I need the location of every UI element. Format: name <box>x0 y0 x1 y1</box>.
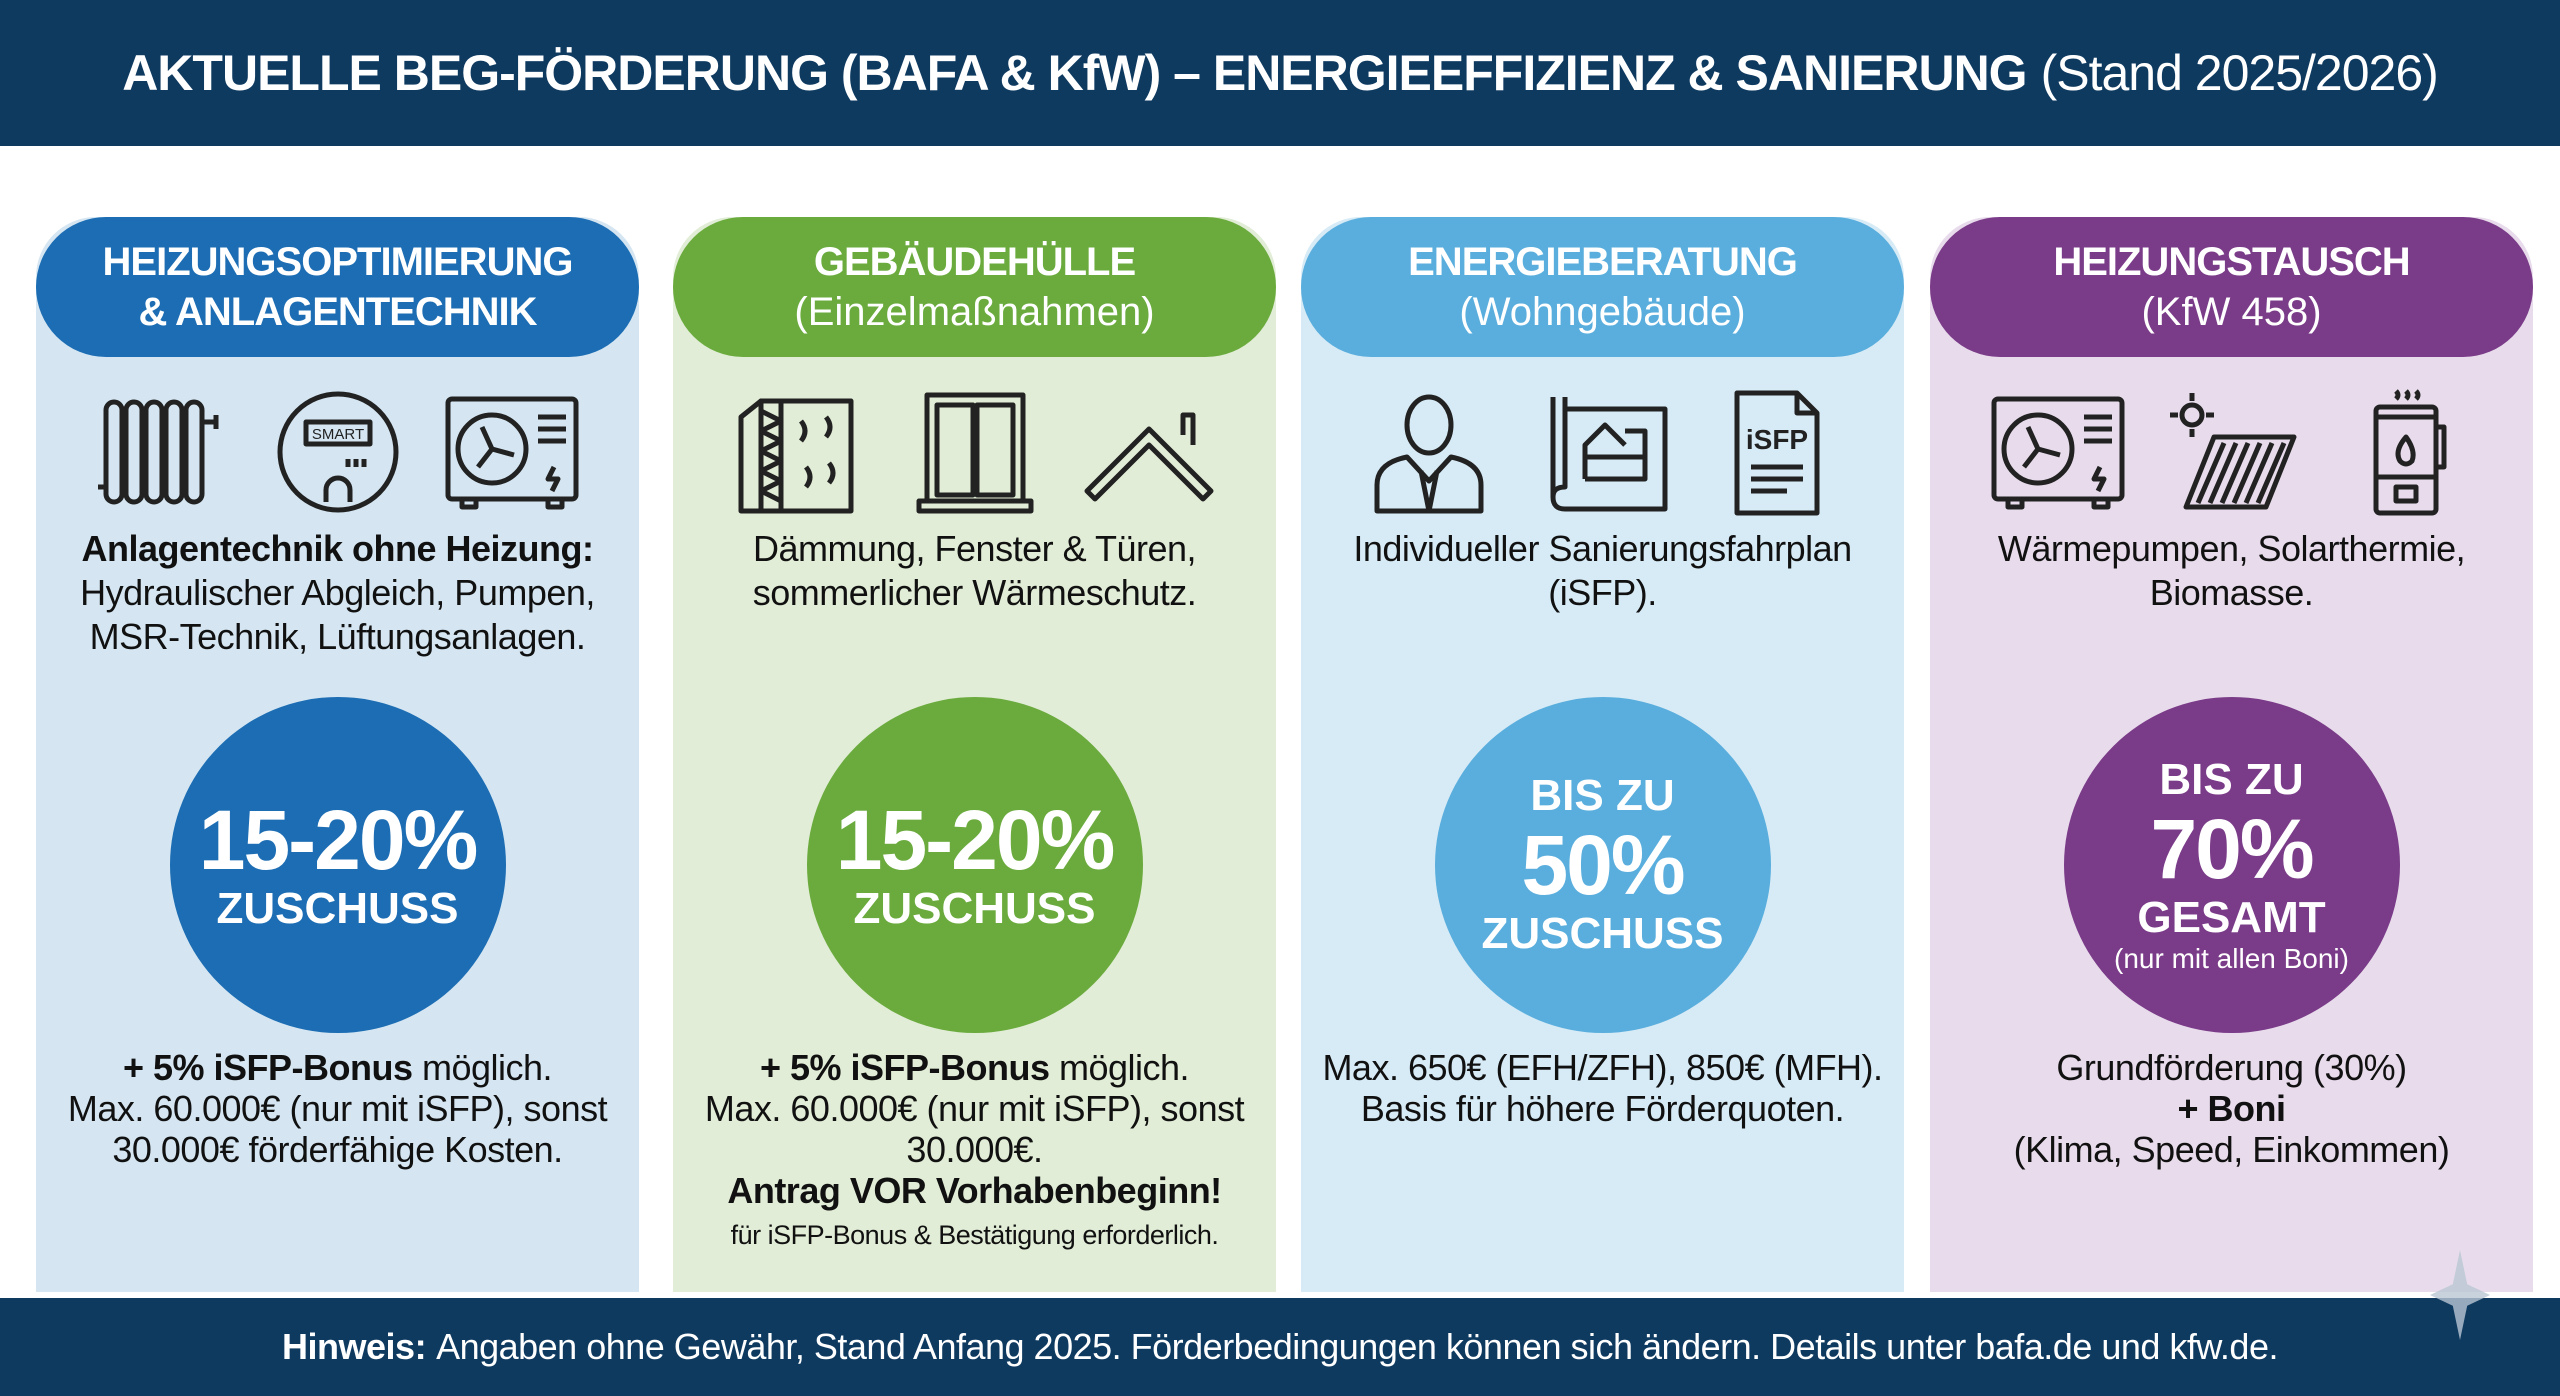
subsidy-badge: 15-20% ZUSCHUSS <box>806 697 1143 1033</box>
smart-meter-icon: SMART <box>277 391 398 513</box>
column-title: GEBÄUDEHÜLLE <box>813 240 1136 284</box>
bonus-types: (Klima, Speed, Einkommen) <box>2013 1129 2450 1170</box>
page-title: AKTUELLE BEG-FÖRDERUNG (BAFA & KfW) – EN… <box>0 0 2560 146</box>
description-text: Hydraulischer Abgleich, Pumpen, MSR-Tech… <box>80 572 595 657</box>
description-text: Wärmepumpen, Solarthermie, Biomasse. <box>1997 528 2466 613</box>
column-header: GEBÄUDEHÜLLE (Einzelmaßnahmen) <box>673 217 1276 357</box>
heat-pump-icon <box>1991 396 2124 510</box>
title-date: (Stand 2025/2026) <box>2040 45 2439 101</box>
column-header: HEIZUNGSTAUSCH (KfW 458) <box>1930 217 2533 357</box>
column-heizungsoptimierung: HEIZUNGSOPTIMIERUNG & ANLAGENTECHNIK SMA… <box>36 217 639 1292</box>
column-title: ENERGIEBERATUNG <box>1408 240 1798 284</box>
heat-pump-icon <box>445 396 578 510</box>
column-details: + 5% iSFP-Bonus möglich. Max. 60.000€ (n… <box>36 1047 639 1170</box>
column-details: Grundförderung (30%) + Boni (Klima, Spee… <box>1930 1047 2533 1170</box>
badge-label: ZUSCHUSS <box>853 884 1096 933</box>
description-text: Dämmung, Fenster & Türen, sommerlicher W… <box>752 528 1197 613</box>
column-description: Individueller Sanierungsfahrplan (iSFP). <box>1301 527 1904 697</box>
column-subtitle: (KfW 458) <box>2141 290 2322 334</box>
consultant-icon <box>1374 394 1483 514</box>
radiator-icon <box>97 399 218 505</box>
footer-note: Hinweis: Angaben ohne Gewähr, Stand Anfa… <box>0 1298 2560 1396</box>
details-text: Max. 60.000€ (nur mit iSFP), sonst 30.00… <box>704 1088 1245 1170</box>
solar-thermal-icon <box>2169 393 2296 510</box>
column-heizungstausch: HEIZUNGSTAUSCH (KfW 458) Wärmepumpen, So… <box>1930 217 2533 1292</box>
bonus-rest: möglich. <box>1049 1047 1190 1088</box>
description-heading: Anlagentechnik ohne Heizung: <box>81 528 594 569</box>
bonus-text: + 5% iSFP-Bonus <box>759 1047 1050 1088</box>
badge-label: ZUSCHUSS <box>1481 909 1724 958</box>
column-subtitle: & ANLAGENTECHNIK <box>138 290 537 334</box>
column-title: HEIZUNGSOPTIMIERUNG <box>102 240 574 284</box>
column-description: Wärmepumpen, Solarthermie, Biomasse. <box>1930 527 2533 697</box>
bonus-text: + 5% iSFP-Bonus <box>122 1047 413 1088</box>
badge-value: 70% <box>2150 802 2314 896</box>
roof-icon <box>1084 412 1213 502</box>
window-icon <box>916 392 1033 514</box>
footer-label: Hinweis: <box>282 1326 427 1367</box>
column-subtitle: (Einzelmaßnahmen) <box>794 290 1155 334</box>
bonus-rest: möglich. <box>412 1047 553 1088</box>
insulation-icon <box>738 398 853 514</box>
description-text: Individueller Sanierungsfahrplan (iSFP). <box>1353 528 1852 613</box>
biomass-boiler-icon <box>2373 389 2446 516</box>
column-gebaeudehuelle: GEBÄUDEHÜLLE (Einzelmaßnahmen) Dämmung, … <box>673 217 1276 1292</box>
subsidy-badge: BIS ZU 50% ZUSCHUSS <box>1434 697 1771 1033</box>
details-text: Grundförderung (30%) <box>2056 1047 2407 1088</box>
isfp-document-icon: iSFP <box>1734 390 1819 516</box>
warning-note: für iSFP-Bonus & Bestätigung erforderlic… <box>730 1220 1219 1250</box>
subsidy-badge: BIS ZU 70% GESAMT (nur mit allen Boni) <box>2063 697 2400 1033</box>
badge-value: 50% <box>1521 818 1685 912</box>
column-title: HEIZUNGSTAUSCH <box>2053 240 2410 284</box>
badge-prefix: BIS ZU <box>1530 771 1675 820</box>
isfp-icon-label: iSFP <box>1745 424 1807 455</box>
floor-plan-icon <box>1550 397 1667 512</box>
details-text: Max. 650€ (EFH/ZFH), 850€ (MFH). Basis f… <box>1322 1047 1883 1129</box>
column-description: Dämmung, Fenster & Türen, sommerlicher W… <box>673 527 1276 697</box>
badge-value: 15-20% <box>835 793 1116 887</box>
application-warning: Antrag VOR Vorhabenbeginn! <box>727 1170 1222 1211</box>
badge-label: ZUSCHUSS <box>216 884 459 933</box>
details-text: Max. 60.000€ (nur mit iSFP), sonst 30.00… <box>67 1088 608 1170</box>
badge-prefix: BIS ZU <box>2159 755 2304 804</box>
column-energieberatung: ENERGIEBERATUNG (Wohngebäude) iSFP Indiv… <box>1301 217 1904 1292</box>
column-details: Max. 650€ (EFH/ZFH), 850€ (MFH). Basis f… <box>1301 1047 1904 1129</box>
subsidy-badge: 15-20% ZUSCHUSS <box>169 697 506 1033</box>
title-main: AKTUELLE BEG-FÖRDERUNG (BAFA & KfW) – EN… <box>122 45 2027 101</box>
badge-note: (nur mit allen Boni) <box>2114 943 2349 974</box>
footer-text: Angaben ohne Gewähr, Stand Anfang 2025. … <box>436 1326 2278 1367</box>
badge-value: 15-20% <box>198 793 479 887</box>
column-header: ENERGIEBERATUNG (Wohngebäude) <box>1301 217 1904 357</box>
column-subtitle: (Wohngebäude) <box>1459 290 1746 334</box>
column-details: + 5% iSFP-Bonus möglich. Max. 60.000€ (n… <box>673 1047 1276 1252</box>
bonus-text: + Boni <box>2177 1088 2286 1129</box>
badge-label: GESAMT <box>2137 893 2326 942</box>
svg-text:SMART: SMART <box>311 426 363 443</box>
column-description: Anlagentechnik ohne Heizung: Hydraulisch… <box>36 527 639 697</box>
column-header: HEIZUNGSOPTIMIERUNG & ANLAGENTECHNIK <box>36 217 639 357</box>
